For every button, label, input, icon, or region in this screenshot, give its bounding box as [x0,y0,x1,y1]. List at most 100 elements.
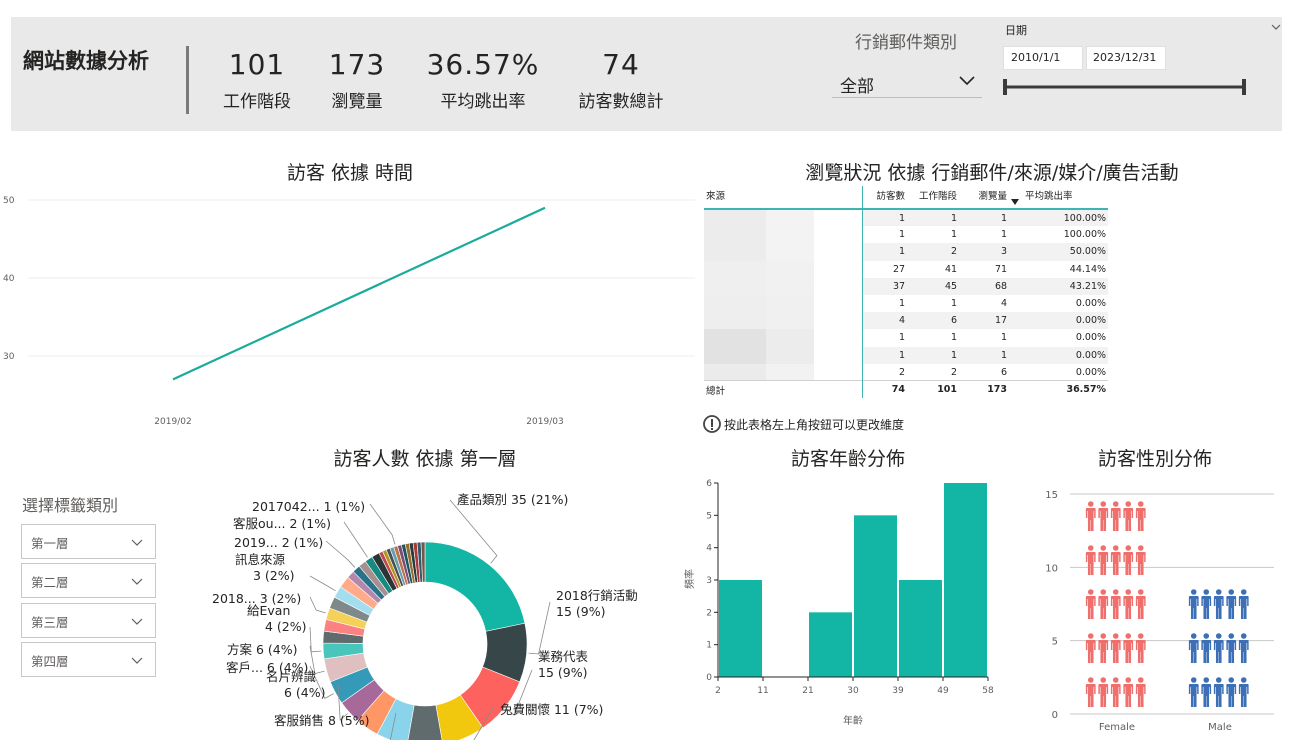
mail-category-dropdown[interactable]: 全部 [832,66,982,98]
person-icon[interactable] [1135,633,1146,663]
matrix-header-source[interactable]: 來源 [704,186,863,210]
donut-label: 產品類別 35 (21%) [457,492,568,507]
donut-slice[interactable] [424,541,526,632]
person-icon[interactable] [1085,589,1096,619]
person-icon[interactable] [1226,633,1237,663]
person-icon[interactable] [1098,501,1109,531]
person-icon[interactable] [1135,677,1146,707]
matrix-campaign-cell [814,260,863,278]
person-icon[interactable] [1188,677,1199,707]
person-icon[interactable] [1238,589,1249,619]
matrix-total-cell: 173 [959,380,1010,399]
y-tick-label: 30 [3,352,15,362]
table-row[interactable]: 1 1 1 100.00% [704,226,1108,244]
donut-label: 客服ou... 2 (1%) [233,516,331,531]
person-icon[interactable] [1238,633,1249,663]
layer-dropdown-3[interactable]: 第三層 [21,603,156,638]
person-icon[interactable] [1213,589,1224,619]
matrix-bounce-cell: 0.00% [1075,298,1107,310]
matrix-campaign-cell [814,226,863,244]
matrix-header-pageviews[interactable]: 瀏覽量 [959,186,1010,210]
donut-value-label: 6 (4%) [284,685,326,700]
person-icon[interactable] [1098,589,1109,619]
app-title: 網站數據分析 [23,49,149,73]
person-icon[interactable] [1201,589,1212,619]
person-icon[interactable] [1123,589,1134,619]
matrix-medium-cell [766,363,814,381]
person-icon[interactable] [1226,589,1237,619]
person-icon[interactable] [1110,677,1121,707]
matrix-table[interactable]: 來源 訪客數 工作階段 瀏覽量 平均跳出率 1 1 1 100.00% 1 1 1 100.0… [704,186,1109,406]
table-row[interactable]: 4 6 17 0.00% [704,312,1109,330]
date-end-input[interactable]: 2023/12/31 [1086,46,1166,70]
person-icon[interactable] [1123,677,1134,707]
chevron-down-icon[interactable] [1270,22,1282,32]
table-row[interactable]: 1 2 3 50.00% [704,243,1109,261]
matrix-header-bounce[interactable]: 平均跳出率 [1009,186,1109,210]
person-icon[interactable] [1135,589,1146,619]
slider-start-handle[interactable] [1003,79,1007,95]
slider-end-handle[interactable] [1242,79,1246,95]
matrix-sessions-cell: 1 [950,229,958,241]
person-icon[interactable] [1226,677,1237,707]
person-icon[interactable] [1110,589,1121,619]
histogram-bar[interactable] [719,580,762,677]
table-row[interactable]: 1 1 1 0.00% [704,329,1108,347]
histogram-bar[interactable] [809,612,852,677]
donut-leader-line [528,601,551,655]
person-icon[interactable] [1238,677,1249,707]
person-icon[interactable] [1213,633,1224,663]
matrix-visitors-cell: 1 [898,332,906,344]
matrix-title: 瀏覽狀況 依據 行銷郵件/來源/媒介/廣告活動 [805,162,1179,184]
histogram-bar[interactable] [854,515,897,677]
donut-slice[interactable] [420,541,426,583]
y-tick-label: 2 [706,608,712,618]
person-icon[interactable] [1085,677,1096,707]
person-icon[interactable] [1110,501,1121,531]
matrix-sessions-cell: 41 [944,263,958,275]
matrix-header-sessions[interactable]: 工作階段 [907,186,960,210]
person-icon[interactable] [1123,633,1134,663]
matrix-visitors-cell: 1 [862,346,908,364]
person-icon[interactable] [1098,545,1109,575]
histogram-bar[interactable] [899,580,942,677]
line-series-visitors[interactable] [172,206,546,381]
person-icon[interactable] [1188,633,1199,663]
date-range-slider[interactable] [1003,77,1248,97]
table-row[interactable]: 1 1 4 0.00% [704,294,1108,313]
person-icon[interactable] [1201,677,1212,707]
person-icon[interactable] [1098,633,1109,663]
table-row[interactable]: 1 1 1 0.00% [704,346,1109,364]
person-icon[interactable] [1110,545,1121,575]
person-icon[interactable] [1188,589,1199,619]
age-y-axis-title: 頻率 [683,569,696,589]
person-icon[interactable] [1123,545,1134,575]
matrix-header-visitors[interactable]: 訪客數 [862,186,908,210]
layer-dropdown-2[interactable]: 第二層 [21,563,156,598]
person-icon[interactable] [1135,501,1146,531]
table-row[interactable]: 2 2 6 0.00% [704,363,1108,381]
person-icon[interactable] [1135,545,1146,575]
histogram-bar[interactable] [944,483,987,677]
person-icon[interactable] [1123,501,1134,531]
y-tick-label: 6 [706,479,712,489]
person-icon[interactable] [1201,633,1212,663]
y-tick-label: 4 [706,544,712,554]
table-row[interactable]: 1 1 1 100.00% [704,209,1109,227]
person-icon[interactable] [1085,501,1096,531]
layer-dropdown-4[interactable]: 第四層 [21,642,156,677]
person-icon[interactable] [1213,677,1224,707]
person-icon[interactable] [1110,633,1121,663]
layer-dropdown-1[interactable]: 第一層 [21,524,156,559]
person-icon[interactable] [1085,633,1096,663]
person-icon[interactable] [1085,545,1096,575]
matrix-sessions-cell: 2 [907,243,960,261]
kpi-pageviews-value: 173 [328,48,386,81]
x-tick-label: 21 [802,686,813,696]
person-icon[interactable] [1098,677,1109,707]
matrix-sessions-cell: 1 [950,298,958,310]
table-row[interactable]: 37 45 68 43.21% [704,277,1109,295]
sort-descending-icon [1010,199,1019,205]
date-start-input[interactable]: 2010/1/1 [1003,46,1083,70]
table-row[interactable]: 27 41 71 44.14% [704,260,1108,278]
